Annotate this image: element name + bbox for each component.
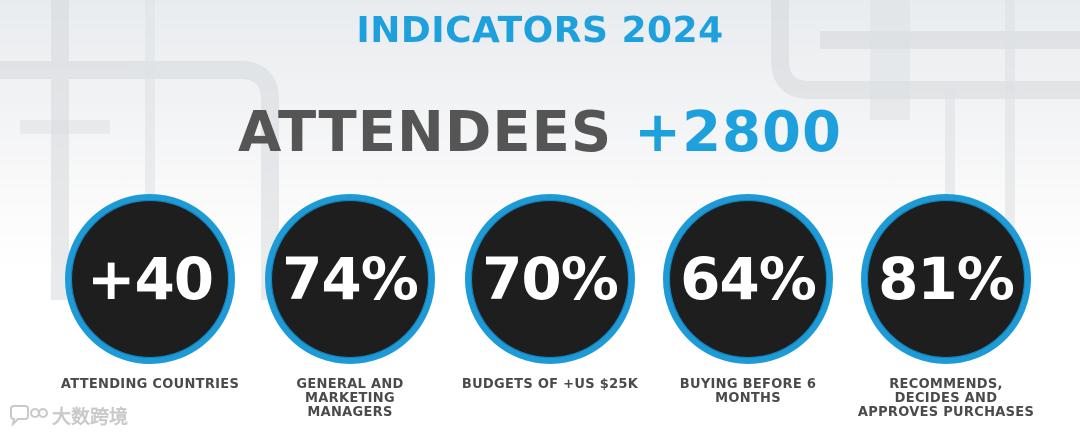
stat-circle: 81%	[861, 194, 1031, 364]
headline-value: +2800	[634, 100, 842, 165]
stat-caption: ATTENDING COUNTRIES	[40, 378, 260, 392]
caption-line: MONTHS	[715, 391, 781, 406]
caption-line: MARKETING	[305, 391, 395, 406]
caption-line: DECIDES AND	[894, 391, 998, 406]
stat-value: 70%	[482, 245, 619, 313]
stat-caption: RECOMMENDS, DECIDES AND APPROVES PURCHAS…	[836, 378, 1056, 420]
attendees-headline: ATTENDEES +2800	[0, 100, 1080, 165]
stat-budgets: 70% BUDGETS OF +US $25K	[440, 194, 660, 392]
caption-line: BUDGETS OF +US $25K	[461, 377, 639, 392]
stat-caption: BUYING BEFORE 6 MONTHS	[638, 378, 858, 406]
caption-line: APPROVES PURCHASES	[857, 405, 1035, 420]
stat-caption: GENERAL AND MARKETING MANAGERS	[240, 378, 460, 420]
headline-label: ATTENDEES	[238, 100, 613, 165]
stat-value: 74%	[282, 245, 419, 313]
stat-buying-before: 64% BUYING BEFORE 6 MONTHS	[638, 194, 858, 406]
stat-caption: BUDGETS OF +US $25K	[440, 378, 660, 392]
stat-value: +40	[86, 245, 214, 313]
stat-value: 81%	[878, 245, 1015, 313]
stat-circle: +40	[65, 194, 235, 364]
stat-managers: 74% GENERAL AND MARKETING MANAGERS	[240, 194, 460, 420]
page-title: INDICATORS 2024	[356, 10, 724, 51]
caption-line: GENERAL AND	[296, 377, 404, 392]
stat-value: 64%	[680, 245, 817, 313]
caption-line: BUYING BEFORE 6	[679, 377, 817, 392]
stat-circle: 70%	[465, 194, 635, 364]
stat-circle: 64%	[663, 194, 833, 364]
caption-line: MANAGERS	[307, 405, 393, 420]
speech-bubble-logo-icon	[10, 404, 48, 427]
stat-circle: 74%	[265, 194, 435, 364]
caption-line: ATTENDING COUNTRIES	[60, 377, 240, 392]
stats-row: +40 ATTENDING COUNTRIES 74% GENERAL AND …	[0, 194, 1080, 438]
watermark-text: 大数跨境	[52, 406, 129, 428]
stat-attending-countries: +40 ATTENDING COUNTRIES	[40, 194, 260, 392]
caption-line: RECOMMENDS,	[889, 377, 1003, 392]
stat-recommends: 81% RECOMMENDS, DECIDES AND APPROVES PUR…	[836, 194, 1056, 420]
watermark: 大数跨境	[8, 402, 128, 429]
